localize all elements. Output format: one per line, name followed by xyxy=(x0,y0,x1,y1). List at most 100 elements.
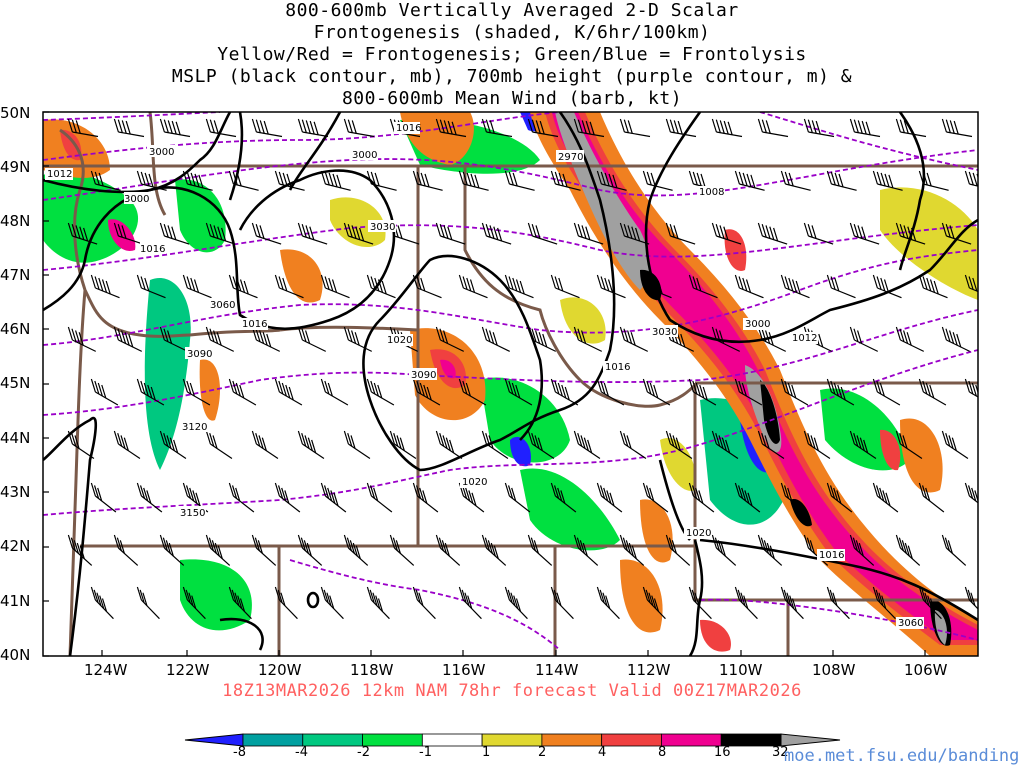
wind-barb xyxy=(550,586,574,620)
pressure-label: 1016 xyxy=(817,549,845,561)
svg-text:3060: 3060 xyxy=(210,300,235,311)
wind-barb xyxy=(918,170,949,191)
lat-label: 47N xyxy=(0,266,31,284)
wind-barb xyxy=(481,430,509,460)
wind-barb xyxy=(734,170,765,191)
wind-barb xyxy=(826,482,853,513)
wind-barb xyxy=(895,326,925,352)
svg-text:3090: 3090 xyxy=(411,370,436,381)
lat-label: 43N xyxy=(0,483,31,501)
pressure-label: 1012 xyxy=(790,332,818,344)
height-label: 3120 xyxy=(180,420,208,433)
wind-barb xyxy=(67,118,99,138)
wind-barb xyxy=(550,274,580,299)
wind-barb xyxy=(826,586,850,620)
wind-barb xyxy=(504,586,528,620)
wind-barb xyxy=(67,534,93,566)
wind-barb xyxy=(182,274,212,299)
height-label: 3090 xyxy=(185,347,213,360)
pressure-label: 1012 xyxy=(45,168,73,180)
colorbar-swatch xyxy=(242,733,304,747)
colorbar-label: -4 xyxy=(295,745,308,760)
wind-barb xyxy=(228,378,257,406)
wind-barb xyxy=(780,482,807,513)
wind-barb xyxy=(274,274,304,299)
wind-barb xyxy=(734,482,761,513)
wind-barb xyxy=(435,430,463,460)
wind-barb xyxy=(826,274,856,299)
height-label: 3000 xyxy=(147,145,175,158)
svg-text:1020: 1020 xyxy=(462,477,487,488)
wind-barb xyxy=(803,430,831,460)
wind-barb xyxy=(688,274,718,299)
colorbar xyxy=(184,733,841,747)
wind-barb xyxy=(872,482,899,513)
wind-barbs xyxy=(67,118,978,620)
wind-barb xyxy=(711,222,742,245)
wind-barb xyxy=(895,534,921,566)
wind-barb xyxy=(849,534,875,566)
pressure-label: 1016 xyxy=(140,242,166,255)
wind-barb xyxy=(412,482,439,513)
lat-label: 50N xyxy=(0,104,31,122)
wind-barb xyxy=(849,222,880,245)
wind-barb xyxy=(757,118,789,138)
wind-barb xyxy=(573,430,601,460)
wind-barb xyxy=(251,118,283,138)
wind-barb xyxy=(320,274,350,299)
wind-barb xyxy=(964,170,978,187)
wind-barb xyxy=(826,378,855,406)
wind-barb xyxy=(297,326,327,352)
source-url[interactable]: moe.met.fsu.edu/banding xyxy=(784,746,1020,766)
wind-barb xyxy=(619,534,645,566)
wind-barb xyxy=(504,274,534,299)
wind-barb xyxy=(803,118,835,138)
svg-text:3150: 3150 xyxy=(180,508,205,519)
axis-ticks xyxy=(43,111,926,657)
wind-barb xyxy=(228,482,255,513)
svg-text:3000: 3000 xyxy=(352,150,377,161)
contour-labels: 1016 1012 1016 1016 1020 1016 1008 1012 … xyxy=(45,122,924,629)
svg-text:1020: 1020 xyxy=(387,335,412,346)
wind-barb xyxy=(619,326,649,352)
wind-barb xyxy=(573,222,604,245)
colorbar-label: 1 xyxy=(482,745,491,760)
wind-barb xyxy=(320,170,351,191)
wind-barb xyxy=(757,430,785,460)
wind-barb xyxy=(642,482,669,513)
colorbar-label: -8 xyxy=(233,745,246,760)
wind-barb xyxy=(642,170,673,191)
wind-barb xyxy=(297,534,323,566)
wind-barb xyxy=(711,326,741,352)
wind-barb xyxy=(895,430,923,460)
wind-barb xyxy=(136,586,160,620)
lat-label: 45N xyxy=(0,374,31,392)
wind-barb xyxy=(113,222,144,245)
wind-barb xyxy=(136,482,163,513)
wind-barb xyxy=(274,482,301,513)
wind-barb xyxy=(826,170,857,191)
height-label: 3060 xyxy=(208,298,236,311)
wind-barb xyxy=(458,170,489,191)
lat-label: 41N xyxy=(0,592,31,610)
colorbar-label: 4 xyxy=(598,745,607,760)
svg-text:3060: 3060 xyxy=(898,618,923,629)
colorbar-label: -1 xyxy=(419,745,432,760)
lon-label: 120W xyxy=(258,661,302,679)
wind-barb xyxy=(366,586,390,620)
wind-barb xyxy=(596,586,620,620)
wind-barb xyxy=(412,274,442,299)
wind-barb xyxy=(527,222,558,245)
wind-barb xyxy=(366,378,395,406)
title-line-2: Frontogenesis (shaded, K/6hr/100km) xyxy=(313,22,711,43)
svg-text:3120: 3120 xyxy=(182,422,207,433)
lon-label: 116W xyxy=(442,661,486,679)
svg-text:3090: 3090 xyxy=(187,349,212,360)
wind-barb xyxy=(205,222,236,245)
wind-barb xyxy=(596,274,626,299)
wind-barb xyxy=(274,170,305,191)
wind-barb xyxy=(366,482,393,513)
wind-barb xyxy=(251,534,277,566)
wind-barb xyxy=(527,534,553,566)
colorbar-label: 32 xyxy=(772,745,789,760)
